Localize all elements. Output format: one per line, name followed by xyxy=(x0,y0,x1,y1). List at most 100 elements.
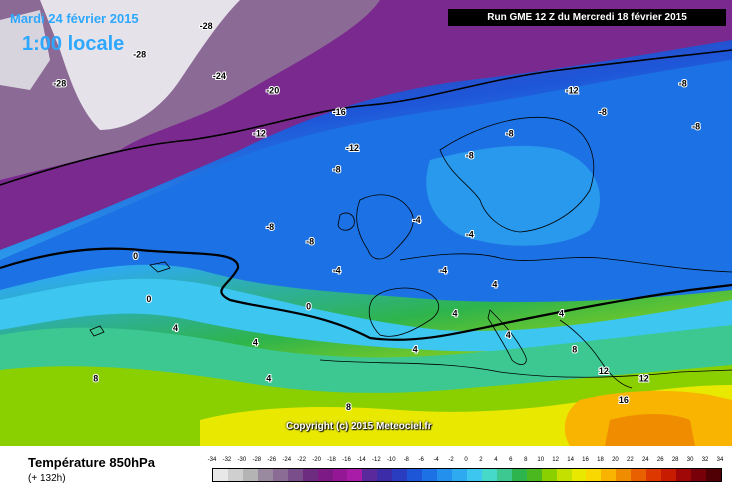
isotherm-value-label: -8 xyxy=(679,78,687,88)
color-scale-swatch xyxy=(347,469,363,481)
color-scale-tick-label: 16 xyxy=(582,457,589,463)
color-scale-tick-label: -4 xyxy=(433,457,439,463)
isotherm-value-label: -8 xyxy=(333,165,341,175)
color-scale-tick-label: 34 xyxy=(716,457,724,463)
isotherm-value-label: -8 xyxy=(692,122,700,132)
color-scale-swatch xyxy=(646,469,662,481)
color-scale-tick-label: -12 xyxy=(372,457,381,463)
isotherm-value-label: 4 xyxy=(266,373,271,383)
color-scale-swatch xyxy=(452,469,467,481)
temperature-map: -28 -28 -28 -24 -20 -16 -12 -12 -8 -8 -8 -4 0 0 0 4 4 4 8 8… xyxy=(0,0,732,446)
isotherm-value-label: -8 xyxy=(599,107,607,117)
isotherm-value-label: -24 xyxy=(213,71,226,81)
color-scale-swatch xyxy=(526,469,542,481)
color-scale-tick-label: -34 xyxy=(207,457,217,463)
color-scale-tick-label: -10 xyxy=(386,457,396,463)
isotherm-value-label: -28 xyxy=(200,21,213,31)
color-scale-swatch xyxy=(676,469,691,481)
isotherm-value-label: 4 xyxy=(506,330,511,340)
color-scale-tick-label: 0 xyxy=(464,457,468,463)
isotherm-value-label: -8 xyxy=(466,150,474,160)
light-blue-zone xyxy=(0,278,732,352)
model-run-label: Run GME 12 Z du Mercredi 18 février 2015 xyxy=(448,9,726,26)
isotherm-value-label: -12 xyxy=(346,143,359,153)
isotherm-value-label: 4 xyxy=(453,309,458,319)
isotherm-value-label: -28 xyxy=(53,78,66,88)
ice-white-region xyxy=(40,0,240,130)
color-scale-swatch xyxy=(481,469,497,481)
isotherm-value-label: 12 xyxy=(639,373,649,383)
forecast-date-title: Mardi 24 février 2015 xyxy=(10,11,139,26)
color-scale-swatch xyxy=(437,469,452,481)
color-scale-swatch xyxy=(302,469,318,481)
color-scale-tick-label: -22 xyxy=(297,457,306,463)
isotherm-value-label: 4 xyxy=(559,309,564,319)
color-scale-tick-label: 4 xyxy=(494,457,498,463)
orange-deep-zone xyxy=(605,414,695,446)
color-scale-tick-label: -16 xyxy=(342,457,351,463)
color-scale-swatch xyxy=(496,469,512,481)
color-scale-tick-label: 18 xyxy=(597,457,604,463)
color-scale-swatch xyxy=(631,469,647,481)
isotherm-value-label: -4 xyxy=(466,229,474,239)
color-scale-swatch xyxy=(317,469,333,481)
isotherm-north xyxy=(0,49,732,186)
color-scale-tick-label: 12 xyxy=(552,457,559,463)
copyright-notice: Copyright (c) 2015 Meteociel.fr xyxy=(286,421,432,432)
color-scale-tick-label: -6 xyxy=(418,457,424,463)
color-scale-swatch xyxy=(213,469,228,481)
forecast-time-title: 1:00 locale xyxy=(22,33,125,55)
color-scale-swatch xyxy=(541,469,557,481)
isotherm-value-label: 4 xyxy=(253,337,258,347)
isotherm-value-label: -4 xyxy=(413,215,421,225)
isotherm-value-label: 8 xyxy=(346,402,351,412)
color-scale-swatch xyxy=(466,469,482,481)
isotherm-value-label: 12 xyxy=(599,366,609,376)
color-scale-tick-labels: -34 -32 -30 -28 -26 -2 4 -22 -20 -18 -16 -14 -12 -10 -… xyxy=(208,457,724,466)
color-scale-tick-label: -18 xyxy=(327,457,336,463)
isotherm-value-label: -16 xyxy=(333,107,346,117)
color-scale-tick-label: -14 xyxy=(357,457,366,463)
color-scale-swatch xyxy=(571,469,587,481)
color-scale-tick-label: -20 xyxy=(312,457,321,463)
isotherm-value-label: 16 xyxy=(619,395,629,405)
color-scale-swatch xyxy=(287,469,303,481)
color-scale-bar xyxy=(212,468,722,482)
legend-footer: Température 850hPa (+ 132h) -34 -32 -30 -28… xyxy=(0,446,732,488)
isotherm-value-label: -8 xyxy=(306,237,314,247)
color-scale-tick-label: -32 xyxy=(222,457,232,463)
isotherm-value-label: -4 xyxy=(439,265,447,275)
color-scale-tick-label: 14 xyxy=(567,457,574,463)
isotherm-value-label: -4 xyxy=(333,265,341,275)
isotherm-value-label: 8 xyxy=(572,345,577,355)
color-scale-swatch xyxy=(227,469,243,481)
color-scale-tick-label: -28 xyxy=(252,457,262,463)
color-scale-tick-label: 6 xyxy=(509,457,513,463)
color-scale-tick-label: -30 xyxy=(237,457,247,463)
color-scale-tick-label: 28 xyxy=(671,457,679,463)
isotherm-value-label: -20 xyxy=(266,86,279,96)
color-scale-swatch xyxy=(392,469,408,481)
isotherm-value-label: 8 xyxy=(93,373,98,383)
isotherm-value-label: -8 xyxy=(266,222,274,232)
color-scale-tick-label: 22 xyxy=(627,457,634,463)
isotherm-value-labels: -28 -28 -28 -24 -20 -16 -12 -12 -8 -8 -8 -4 0 0 0 4 4 4 8 8… xyxy=(52,20,701,413)
color-scale-swatch xyxy=(362,469,378,481)
color-scale-tick-label: -8 xyxy=(403,457,409,463)
zero-isotherm xyxy=(0,247,732,341)
color-scale-swatch xyxy=(661,469,677,481)
isotherm-value-label: -8 xyxy=(506,129,514,139)
color-scale-swatch xyxy=(616,469,632,481)
color-scale-tick-label: -2 xyxy=(448,457,454,463)
ice-white-region-2 xyxy=(0,10,50,90)
isotherm-value-label: 4 xyxy=(173,323,178,333)
isotherm-value-label: 0 xyxy=(146,294,151,304)
color-scale-tick-label: 2 xyxy=(479,457,483,463)
color-scale-tick-label: -26 xyxy=(267,457,277,463)
variable-title: Température 850hPa xyxy=(28,455,155,470)
color-scale-tick-label: 24 xyxy=(641,457,649,463)
color-scale-tick-label: 8 xyxy=(524,457,528,463)
isotherm-value-label: 4 xyxy=(413,345,418,355)
coastlines xyxy=(89,116,732,389)
